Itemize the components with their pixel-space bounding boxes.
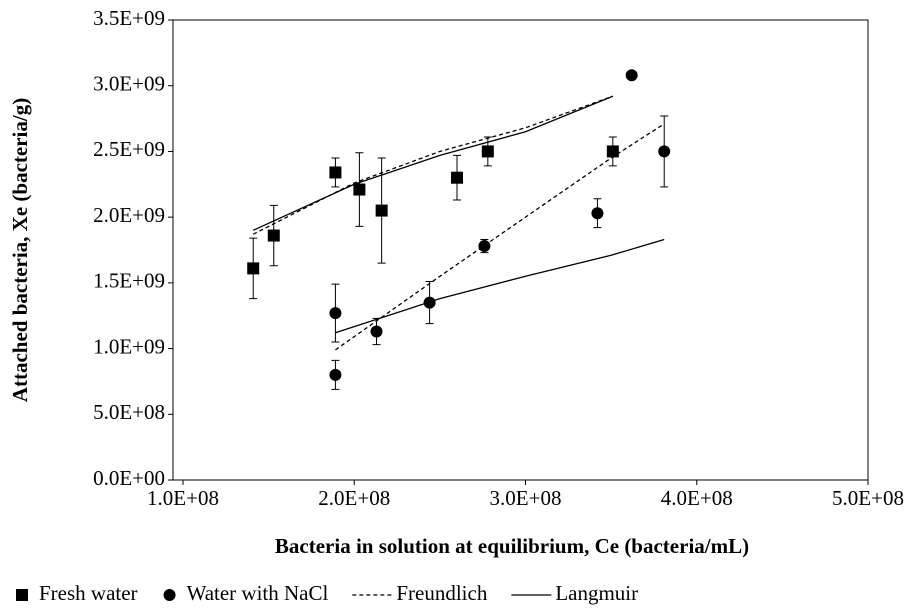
data-point bbox=[329, 307, 342, 320]
fit-line bbox=[335, 238, 665, 334]
y-tick-label: 5.0E+08 bbox=[93, 400, 165, 424]
fit-line bbox=[252, 95, 614, 235]
legend-label: Fresh water bbox=[39, 581, 138, 605]
legend-marker bbox=[16, 589, 28, 601]
y-tick-label: 2.5E+09 bbox=[93, 137, 165, 161]
fit-line bbox=[252, 95, 614, 231]
y-tick-label: 3.0E+09 bbox=[93, 72, 165, 96]
data-point bbox=[329, 368, 342, 381]
data-point bbox=[625, 69, 638, 82]
data-point bbox=[451, 171, 463, 184]
data-point bbox=[481, 145, 494, 158]
x-axis-title: Bacteria in solution at equilibrium, Ce … bbox=[275, 534, 749, 558]
x-tick-label: 4.0E+08 bbox=[661, 486, 733, 510]
y-tick-label: 0.0E+00 bbox=[93, 466, 165, 490]
data-point bbox=[353, 183, 366, 196]
y-tick-label: 2.0E+09 bbox=[93, 203, 165, 227]
x-tick-label: 2.0E+08 bbox=[318, 486, 390, 510]
data-point bbox=[247, 262, 260, 275]
data-point bbox=[329, 166, 342, 179]
data-point bbox=[658, 145, 671, 158]
data-point bbox=[267, 229, 280, 242]
y-tick-label: 1.0E+09 bbox=[93, 334, 165, 358]
y-tick-label: 3.5E+09 bbox=[93, 6, 165, 30]
legend-label: Freundlich bbox=[396, 581, 487, 605]
data-point bbox=[370, 325, 383, 338]
x-tick-label: 5.0E+08 bbox=[832, 486, 904, 510]
x-tick-label: 3.0E+08 bbox=[490, 486, 562, 510]
plot-frame bbox=[172, 19, 869, 481]
legend-label: Water with NaCl bbox=[187, 581, 329, 605]
legend-marker bbox=[163, 589, 176, 601]
x-tick-label: 1.0E+08 bbox=[147, 486, 219, 510]
y-tick-label: 1.5E+09 bbox=[93, 269, 165, 293]
y-axis-title: Attached bacteria, Xe (bacteria/g) bbox=[8, 98, 32, 402]
data-point bbox=[478, 240, 491, 253]
fit-line bbox=[335, 123, 665, 351]
data-point bbox=[606, 145, 619, 158]
data-point bbox=[375, 204, 388, 217]
data-point bbox=[591, 207, 604, 220]
legend-label: Langmuir bbox=[555, 581, 638, 605]
